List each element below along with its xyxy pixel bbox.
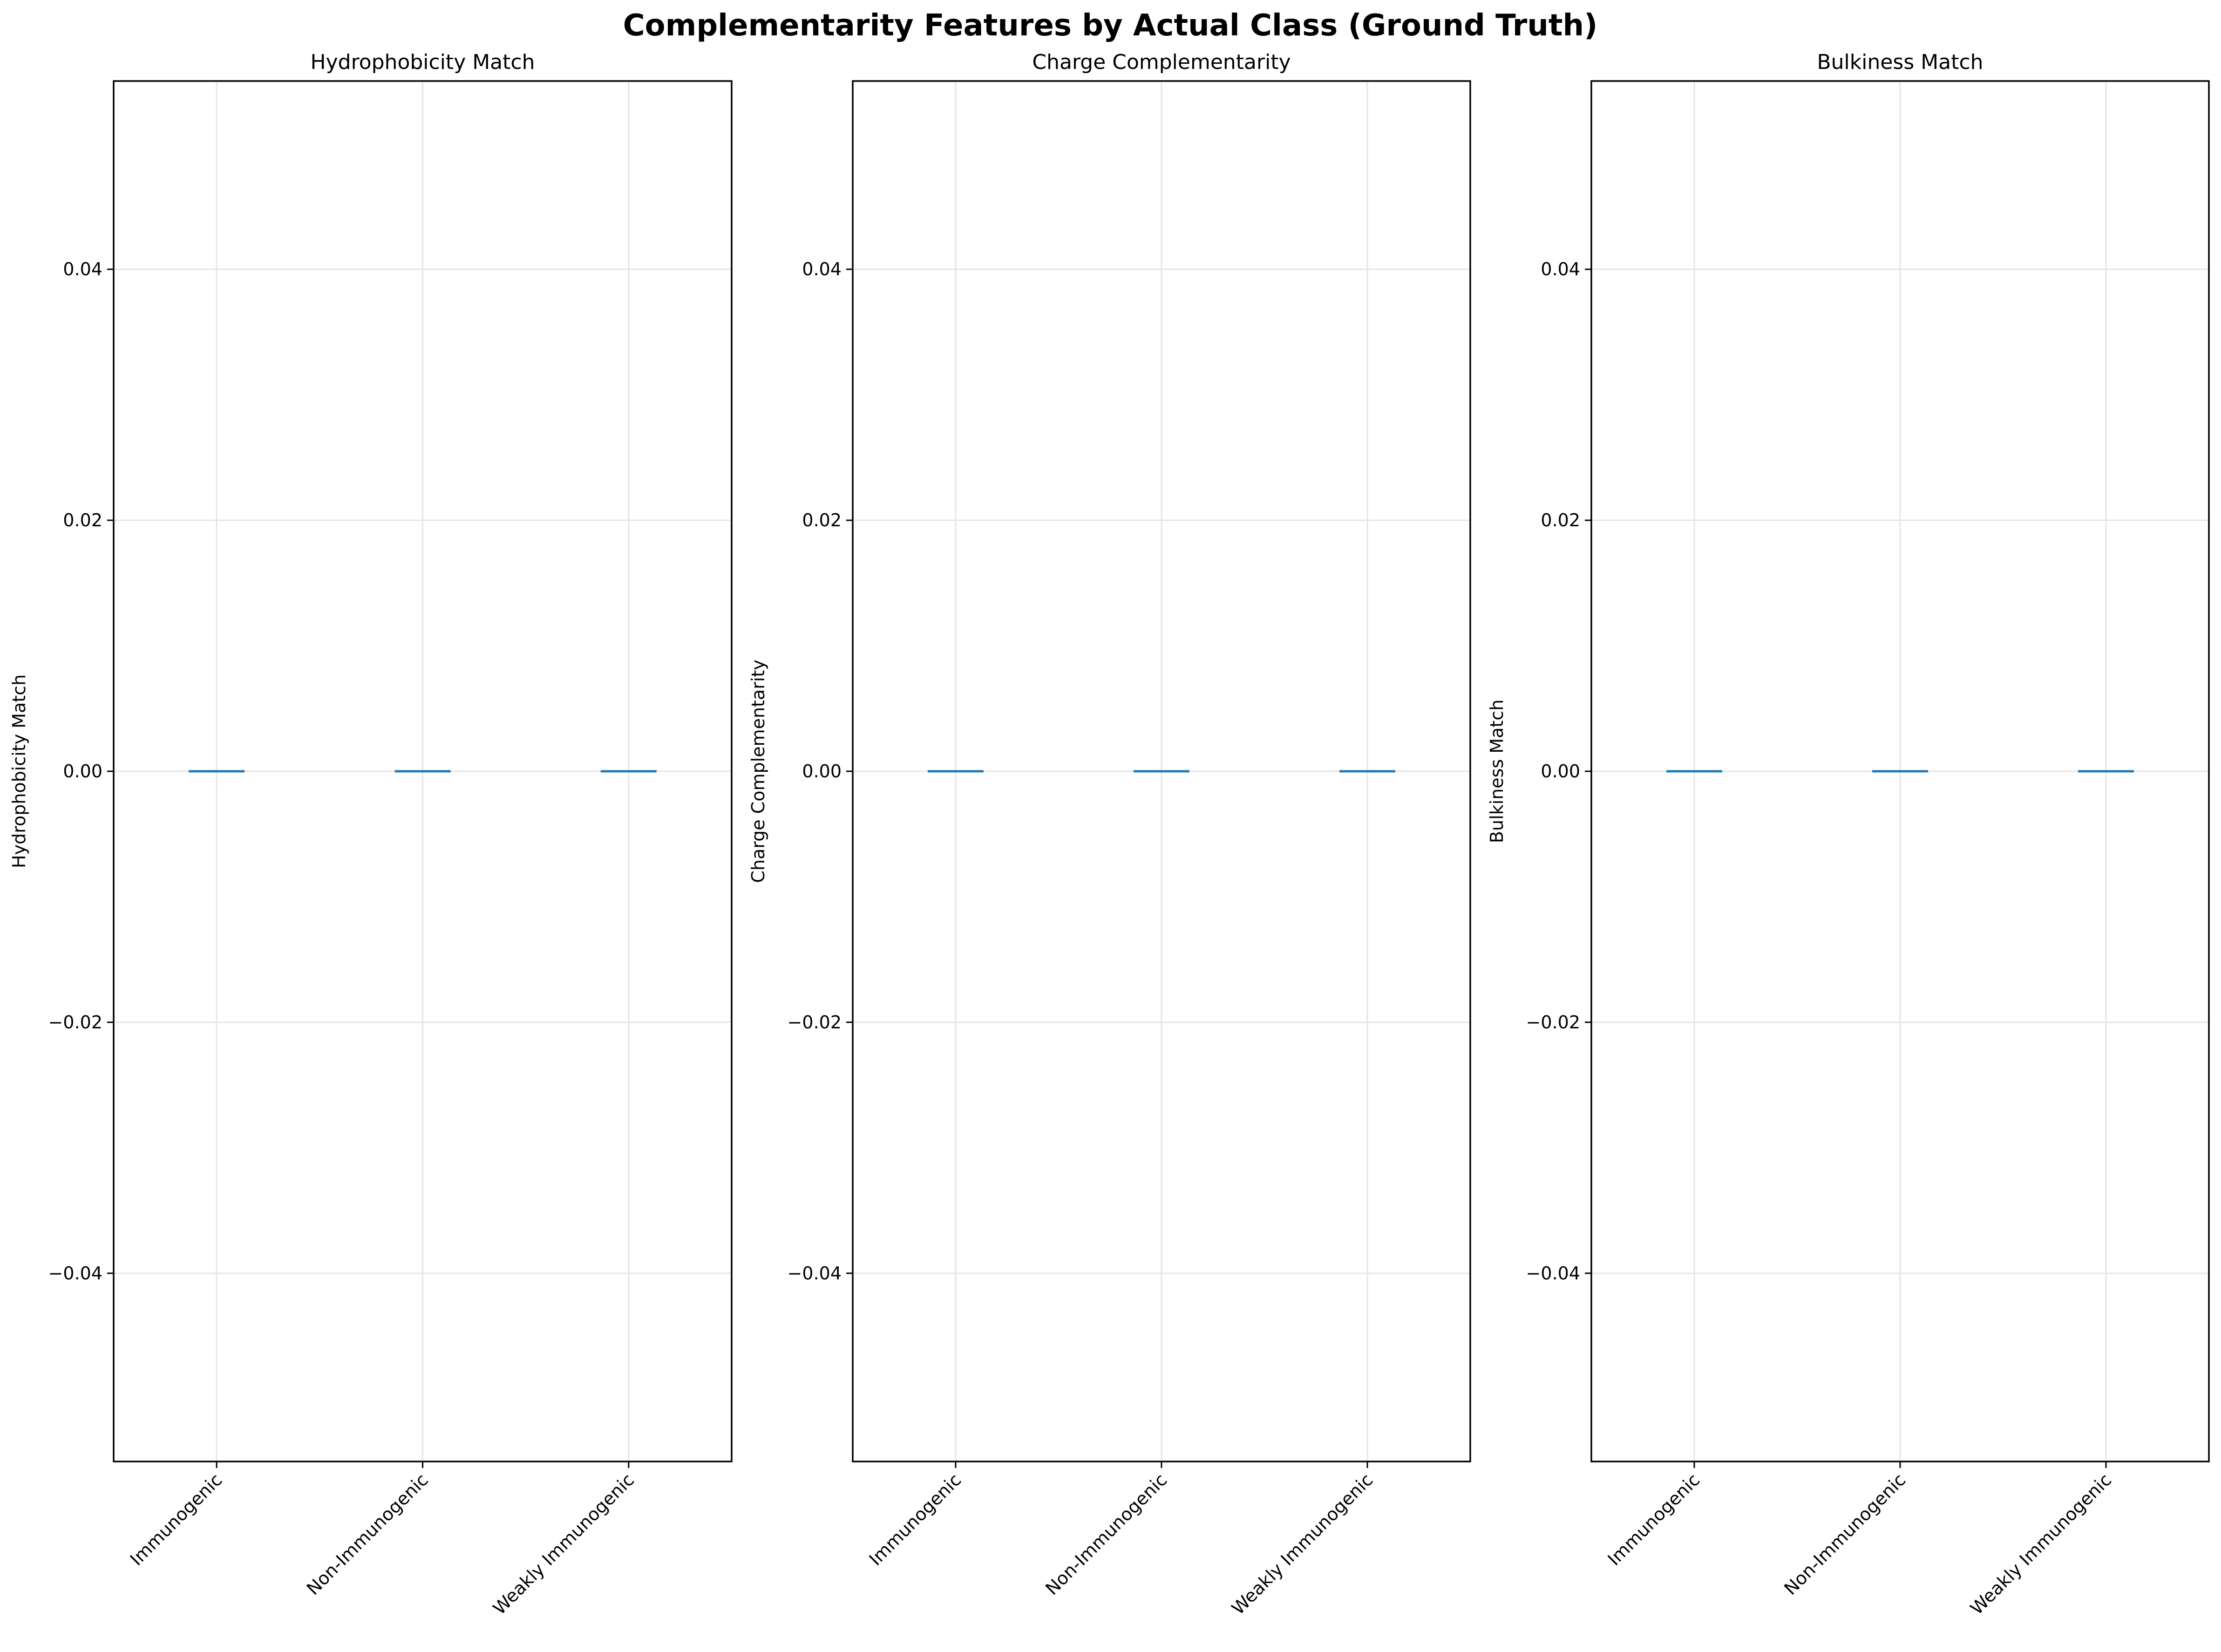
y-tick-label: 0.00: [802, 761, 842, 782]
x-tick-label: Non-Immunogenic: [1780, 1469, 1909, 1599]
x-tick-label: Weakly Immunogenic: [1966, 1469, 2115, 1618]
y-axis-label: Hydrophobicity Match: [9, 674, 29, 868]
y-tick-label: −0.02: [48, 1012, 102, 1033]
x-tick-label: Weakly Immunogenic: [489, 1469, 638, 1618]
subplots: −0.04 −0.02 0.00 0.02 0.04 Immunogenic Non-Imm…: [9, 50, 2210, 1618]
y-tick-label: −0.02: [788, 1012, 842, 1033]
x-tick-label: Non-Immunogenic: [1041, 1469, 1171, 1599]
x-tick-label: Immunogenic: [126, 1469, 226, 1570]
x-tick-label: Immunogenic: [1604, 1469, 1704, 1570]
x-tick-label: Immunogenic: [865, 1469, 965, 1570]
y-tick-label: 0.02: [802, 510, 842, 530]
y-tick-label: −0.04: [788, 1263, 842, 1284]
y-tick-label: 0.04: [1541, 259, 1580, 279]
subplot-title: Hydrophobicity Match: [311, 50, 535, 74]
x-tick-label: Non-Immunogenic: [303, 1469, 432, 1599]
y-tick-label: 0.04: [63, 259, 102, 279]
y-tick-label: −0.04: [1526, 1263, 1580, 1284]
y-tick-label: 0.02: [1541, 510, 1580, 530]
x-tick-label: Weakly Immunogenic: [1228, 1469, 1377, 1618]
subplot-3: −0.04 −0.02 0.00 0.02 0.04 Immunogenic Non-Imm…: [1487, 50, 2210, 1618]
y-axis-label: Bulkiness Match: [1487, 700, 1507, 843]
y-axis-label: Charge Complementarity: [748, 659, 768, 883]
subplot-title: Charge Complementarity: [1032, 50, 1290, 74]
subplot-1: −0.04 −0.02 0.00 0.02 0.04 Immunogenic Non-Imm…: [9, 50, 733, 1618]
y-tick-label: −0.02: [1526, 1012, 1580, 1033]
figure-title: Complementarity Features by Actual Class…: [623, 8, 1598, 43]
subplot-title: Bulkiness Match: [1817, 50, 1983, 74]
y-tick-label: 0.04: [802, 259, 842, 279]
y-tick-label: −0.04: [48, 1263, 102, 1284]
y-tick-label: 0.00: [63, 761, 102, 782]
y-tick-label: 0.02: [63, 510, 102, 530]
subplot-2: −0.04 −0.02 0.00 0.02 0.04 Immunogenic Non-Imm…: [748, 50, 1471, 1618]
y-tick-label: 0.00: [1541, 761, 1580, 782]
